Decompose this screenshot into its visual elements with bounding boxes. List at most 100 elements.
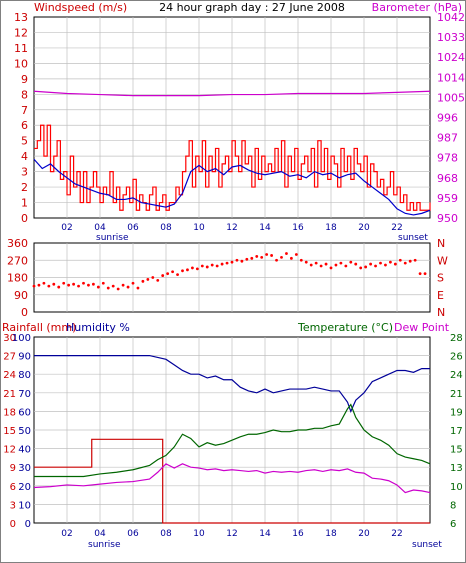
direction-point-5 <box>57 285 61 289</box>
direction-point-31 <box>186 268 189 272</box>
temp-tick-21: 21 <box>450 389 463 400</box>
wind-hour-10: 10 <box>193 223 205 233</box>
direction-point-25 <box>156 278 160 282</box>
wind-hour-labels: 02 04 06 08 10 12 14 16 18 20 22 <box>61 223 402 233</box>
barometer-axis-label: Barometer (hPa) <box>372 1 462 14</box>
direction-point-40 <box>230 260 234 264</box>
compass-tick-0-N: N <box>437 306 445 319</box>
direction-point-57 <box>314 261 318 265</box>
direction-point-11 <box>87 283 90 287</box>
temp-tick-8: 8 <box>450 500 456 511</box>
temp-tick-26: 26 <box>450 352 463 363</box>
climate-hour-02: 02 <box>61 529 72 539</box>
rain-tick-0: 0 <box>10 519 16 530</box>
temperature-tick-labels: 6 8 10 13 15 17 19 21 24 26 28 <box>450 333 463 530</box>
direction-point-22 <box>141 279 145 283</box>
direction-point-66 <box>359 266 363 270</box>
humidity-tick-80: 80 <box>18 370 31 381</box>
direction-point-29 <box>176 273 179 277</box>
direction-point-30 <box>181 269 184 273</box>
direction-point-56 <box>309 263 313 267</box>
direction-point-61 <box>334 263 338 267</box>
direction-point-26 <box>161 274 165 277</box>
wind-hour-14: 14 <box>259 223 271 233</box>
direction-point-3 <box>47 284 51 288</box>
compass-tick-4-N: N <box>437 237 445 250</box>
climate-hour-10: 10 <box>193 529 205 539</box>
wind-hour-22: 22 <box>391 223 402 233</box>
barometer-tick-968: 968 <box>437 172 458 185</box>
direction-tick-0: 0 <box>21 306 28 319</box>
temp-tick-13: 13 <box>450 463 463 474</box>
direction-point-14 <box>101 281 105 285</box>
wind-hour-08: 08 <box>160 223 172 233</box>
direction-point-76 <box>408 259 412 263</box>
climate-hour-18: 18 <box>325 529 337 539</box>
windspeed-tick-3: 3 <box>21 166 28 179</box>
direction-point-34 <box>200 264 204 268</box>
barometer-tick-1042: 1042 <box>437 11 465 24</box>
wind-hour-02: 02 <box>61 223 72 233</box>
humidity-tick-50: 50 <box>18 426 31 437</box>
windspeed-axis-label: Windspeed (m/s) <box>34 1 127 14</box>
sunset-label: sunset <box>398 233 428 243</box>
direction-point-64 <box>349 260 353 264</box>
direction-point-70 <box>379 261 382 265</box>
direction-point-79 <box>423 272 427 276</box>
temp-tick-24: 24 <box>450 370 463 381</box>
temp-tick-10: 10 <box>450 482 463 493</box>
climate-hour-12: 12 <box>226 529 237 539</box>
direction-point-35 <box>205 265 209 269</box>
direction-point-65 <box>354 262 358 266</box>
direction-point-39 <box>225 261 229 265</box>
direction-point-38 <box>220 262 224 266</box>
barometer-tick-labels: 950 959 968 978 987 996 1005 1014 1024 1033 1042 <box>437 11 465 225</box>
rainfall-tick-labels: 0 3 6 9 12 15 18 21 24 27 30 <box>3 333 16 530</box>
climate-hour-06: 06 <box>127 529 139 539</box>
rain-tick-3: 3 <box>10 500 16 511</box>
direction-point-48 <box>270 254 273 257</box>
rain-tick-21: 21 <box>3 389 16 400</box>
direction-point-17 <box>116 287 120 291</box>
direction-point-52 <box>290 256 293 260</box>
wind-hour-18: 18 <box>325 223 337 233</box>
direction-point-28 <box>171 270 175 274</box>
direction-point-77 <box>413 258 417 262</box>
rain-tick-30: 30 <box>3 333 16 344</box>
direction-point-6 <box>62 281 66 285</box>
humidity-tick-20: 20 <box>18 482 31 493</box>
humidity-tick-10: 10 <box>18 500 31 511</box>
barometer-tick-959: 959 <box>437 192 458 205</box>
windspeed-tick-4: 4 <box>21 150 28 163</box>
humidity-tick-70: 70 <box>18 389 31 400</box>
direction-tick-270: 270 <box>7 254 28 267</box>
direction-point-32 <box>191 266 194 270</box>
barometer-tick-950: 950 <box>437 212 458 225</box>
direction-point-51 <box>285 252 288 255</box>
direction-point-41 <box>235 258 239 262</box>
windspeed-tick-13: 13 <box>14 11 28 24</box>
climate-hour-04: 04 <box>94 529 106 539</box>
dew-point-line <box>33 463 431 494</box>
windspeed-tick-5: 5 <box>21 135 28 148</box>
windspeed-line <box>34 124 431 211</box>
wind-hour-16: 16 <box>292 223 304 233</box>
wind-hour-20: 20 <box>358 223 370 233</box>
barometer-tick-987: 987 <box>437 132 458 145</box>
direction-point-50 <box>280 255 283 259</box>
direction-point-2 <box>42 281 46 285</box>
direction-point-75 <box>403 261 407 265</box>
wind-series <box>33 90 431 216</box>
windspeed-tick-10: 10 <box>14 57 28 70</box>
climate-hour-20: 20 <box>358 529 370 539</box>
direction-point-33 <box>195 267 199 271</box>
direction-point-62 <box>339 261 343 265</box>
direction-point-36 <box>210 263 214 267</box>
windspeed-tick-2: 2 <box>21 181 28 194</box>
direction-point-49 <box>275 258 278 262</box>
windspeed-tick-1: 1 <box>21 197 28 210</box>
direction-point-4 <box>52 282 56 286</box>
